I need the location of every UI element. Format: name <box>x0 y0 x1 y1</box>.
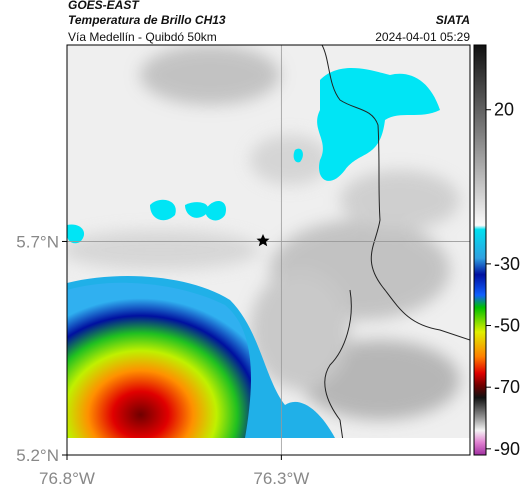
colorbar-tick-label: -30 <box>494 254 520 274</box>
colorbar-tick-label: -50 <box>494 316 520 336</box>
lon-tick-label: 76.3°W <box>253 469 309 488</box>
title: GOES-EAST <box>68 0 140 12</box>
lat-tick-label: 5.7°N <box>16 232 59 251</box>
colorbar-tick-label: -70 <box>494 377 520 397</box>
lat-tick-label: 5.2°N <box>16 446 59 465</box>
source: SIATA <box>436 13 470 27</box>
map-frame <box>66 44 471 456</box>
colorbar-tick-label: -90 <box>494 439 520 459</box>
timestamp: 2024-04-01 05:29 <box>375 30 470 44</box>
lon-tick-label: 76.8°W <box>39 469 95 488</box>
location-marker <box>256 234 270 247</box>
colorbar-tick-label: 20 <box>494 100 514 120</box>
colorbar <box>473 44 487 456</box>
imagery <box>67 45 470 455</box>
subtitle: Temperatura de Brillo CH13 <box>68 13 226 27</box>
route: Vía Medellín - Quibdó 50km <box>68 30 217 44</box>
